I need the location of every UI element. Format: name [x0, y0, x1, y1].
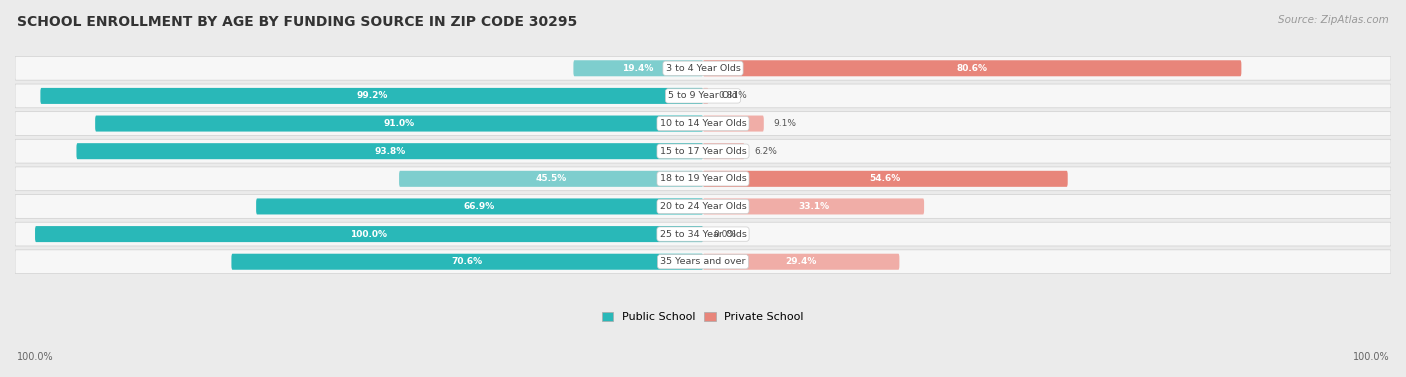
FancyBboxPatch shape: [15, 57, 1391, 80]
Text: 80.6%: 80.6%: [956, 64, 987, 73]
Text: 93.8%: 93.8%: [374, 147, 405, 156]
FancyBboxPatch shape: [15, 84, 1391, 108]
Text: 6.2%: 6.2%: [755, 147, 778, 156]
Legend: Public School, Private School: Public School, Private School: [598, 307, 808, 326]
FancyBboxPatch shape: [15, 167, 1391, 191]
Text: 20 to 24 Year Olds: 20 to 24 Year Olds: [659, 202, 747, 211]
Text: SCHOOL ENROLLMENT BY AGE BY FUNDING SOURCE IN ZIP CODE 30295: SCHOOL ENROLLMENT BY AGE BY FUNDING SOUR…: [17, 15, 576, 29]
Text: 70.6%: 70.6%: [451, 257, 482, 266]
Text: 66.9%: 66.9%: [464, 202, 495, 211]
Text: 9.1%: 9.1%: [773, 119, 797, 128]
FancyBboxPatch shape: [256, 198, 703, 215]
Text: 0.0%: 0.0%: [713, 230, 735, 239]
Text: 25 to 34 Year Olds: 25 to 34 Year Olds: [659, 230, 747, 239]
Text: 45.5%: 45.5%: [536, 174, 567, 183]
Text: 3 to 4 Year Olds: 3 to 4 Year Olds: [665, 64, 741, 73]
Text: 100.0%: 100.0%: [1353, 352, 1389, 362]
Text: 91.0%: 91.0%: [384, 119, 415, 128]
Text: 15 to 17 Year Olds: 15 to 17 Year Olds: [659, 147, 747, 156]
FancyBboxPatch shape: [41, 88, 703, 104]
Text: 19.4%: 19.4%: [623, 64, 654, 73]
FancyBboxPatch shape: [574, 60, 703, 76]
Text: 99.2%: 99.2%: [356, 91, 388, 100]
Text: 10 to 14 Year Olds: 10 to 14 Year Olds: [659, 119, 747, 128]
Text: 54.6%: 54.6%: [870, 174, 901, 183]
FancyBboxPatch shape: [15, 112, 1391, 135]
FancyBboxPatch shape: [76, 143, 703, 159]
FancyBboxPatch shape: [703, 171, 1067, 187]
Text: 33.1%: 33.1%: [799, 202, 830, 211]
FancyBboxPatch shape: [232, 254, 703, 270]
Text: 29.4%: 29.4%: [786, 257, 817, 266]
Text: 100.0%: 100.0%: [17, 352, 53, 362]
FancyBboxPatch shape: [703, 88, 709, 104]
Text: 35 Years and over: 35 Years and over: [661, 257, 745, 266]
Text: Source: ZipAtlas.com: Source: ZipAtlas.com: [1278, 15, 1389, 25]
FancyBboxPatch shape: [15, 139, 1391, 163]
Text: 18 to 19 Year Olds: 18 to 19 Year Olds: [659, 174, 747, 183]
FancyBboxPatch shape: [703, 254, 900, 270]
FancyBboxPatch shape: [703, 60, 1241, 76]
FancyBboxPatch shape: [35, 226, 703, 242]
FancyBboxPatch shape: [703, 143, 744, 159]
Text: 0.81%: 0.81%: [718, 91, 747, 100]
FancyBboxPatch shape: [96, 115, 703, 132]
Text: 100.0%: 100.0%: [350, 230, 388, 239]
FancyBboxPatch shape: [703, 115, 763, 132]
FancyBboxPatch shape: [15, 222, 1391, 246]
FancyBboxPatch shape: [15, 195, 1391, 218]
FancyBboxPatch shape: [703, 198, 924, 215]
FancyBboxPatch shape: [15, 250, 1391, 274]
FancyBboxPatch shape: [399, 171, 703, 187]
Text: 5 to 9 Year Old: 5 to 9 Year Old: [668, 91, 738, 100]
